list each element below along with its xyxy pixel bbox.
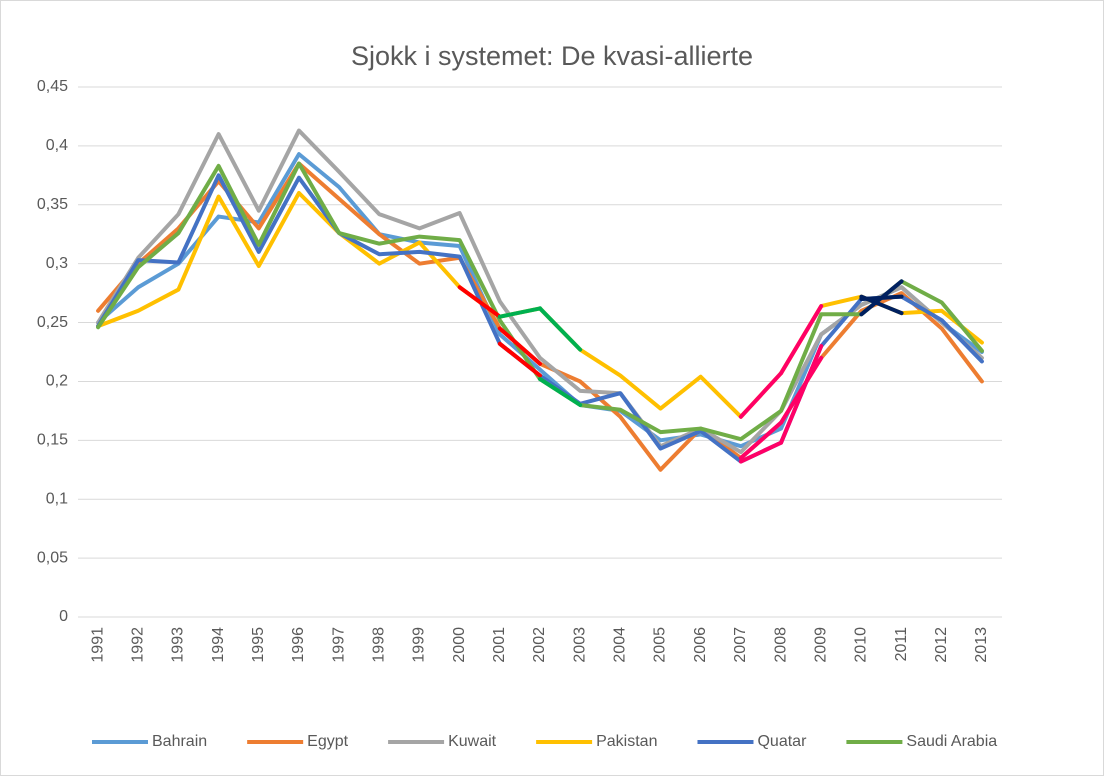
x-tick-label: 1999	[411, 627, 428, 663]
y-tick-label: 0,1	[46, 490, 68, 507]
x-tick-label: 2002	[531, 627, 548, 663]
y-tick-label: 0,4	[46, 137, 68, 154]
x-tick-label: 2008	[772, 627, 789, 663]
x-tick-label: 2001	[491, 627, 508, 663]
x-tick-label: 2011	[893, 627, 910, 662]
highlight-segment	[738, 371, 784, 419]
y-tick-label: 0,35	[37, 196, 68, 213]
legend-label: Kuwait	[448, 733, 497, 750]
y-tick-label: 0,25	[37, 314, 68, 331]
x-tick-label: 1994	[210, 627, 227, 663]
x-tick-label: 1997	[330, 627, 347, 663]
highlight-segment	[497, 306, 542, 319]
y-tick-label: 0,05	[37, 549, 68, 566]
x-tick-label: 2013	[973, 627, 990, 663]
legend-label: Saudi Arabia	[906, 733, 997, 750]
x-tick-label: 2010	[853, 627, 870, 663]
highlight-segment	[779, 344, 824, 445]
y-tick-label: 0,15	[37, 432, 68, 449]
x-tick-label: 2007	[732, 627, 749, 663]
x-tick-label: 1993	[170, 627, 187, 663]
x-tick-label: 1995	[250, 627, 267, 663]
legend-label: Egypt	[307, 733, 348, 750]
highlight-segment	[738, 420, 784, 460]
x-tick-label: 2000	[451, 627, 468, 663]
highlight-segment	[538, 377, 583, 407]
x-tick-label: 2003	[571, 627, 588, 663]
y-tick-label: 0,3	[46, 255, 68, 272]
y-tick-label: 0	[59, 608, 68, 625]
x-tick-label: 2005	[652, 627, 669, 663]
highlight-segment	[538, 306, 583, 352]
legend-label: Pakistan	[596, 733, 657, 750]
x-tick-label: 1991	[89, 627, 106, 663]
highlight-segment	[457, 285, 502, 319]
highlight-segment	[738, 440, 784, 464]
y-tick-label: 0,2	[46, 373, 68, 390]
x-tick-label: 1998	[371, 627, 388, 663]
chart-title: Sjokk i systemet: De kvasi-allierte	[351, 41, 753, 71]
highlight-segment	[497, 341, 542, 378]
legend-label: Bahrain	[152, 733, 207, 750]
y-tick-label: 0,45	[37, 78, 68, 95]
highlight-segment	[497, 326, 542, 366]
x-tick-label: 2009	[812, 627, 829, 663]
x-tick-label: 1992	[129, 627, 146, 663]
x-tick-label: 1996	[290, 627, 307, 663]
series-line	[96, 128, 984, 455]
legend-label: Quatar	[757, 733, 807, 750]
highlight-segment	[779, 304, 824, 376]
x-tick-label: 2012	[933, 627, 950, 663]
x-tick-label: 2006	[692, 627, 709, 663]
x-tick-label: 2004	[612, 627, 629, 663]
highlight-segment	[859, 279, 904, 317]
